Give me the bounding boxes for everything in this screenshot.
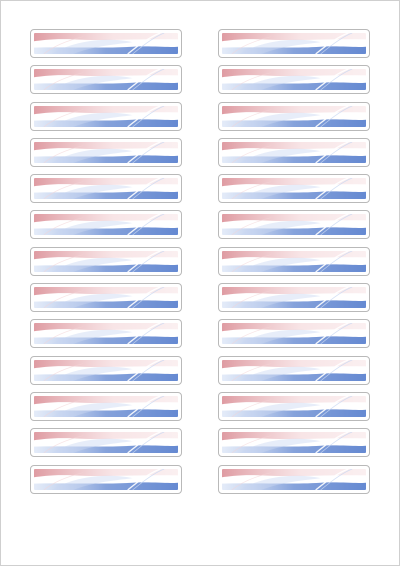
tricolour-swoosh-graphic [34,69,178,91]
tricolour-swoosh-graphic [222,69,366,91]
label-design [222,250,366,272]
label-design [222,69,366,91]
tricolour-swoosh-graphic [222,214,366,236]
label-design [34,359,178,381]
tricolour-swoosh-graphic [34,287,178,309]
label-tile[interactable] [218,174,370,204]
label-tile[interactable] [30,210,182,240]
label-design [34,395,178,417]
tricolour-swoosh-graphic [222,105,366,127]
tricolour-swoosh-graphic [34,323,178,345]
label-design [34,141,178,163]
label-tile[interactable] [30,391,182,421]
tricolour-swoosh-graphic [34,178,178,200]
tricolour-swoosh-graphic [34,33,178,54]
label-tile[interactable] [30,137,182,167]
label-design [222,178,366,200]
label-design [222,105,366,127]
tricolour-swoosh-graphic [222,250,366,272]
tricolour-swoosh-graphic [34,105,178,127]
label-design [222,214,366,236]
label-tile[interactable] [30,65,182,95]
label-tile[interactable] [218,283,370,313]
label-tile[interactable] [218,391,370,421]
label-design [222,359,366,381]
label-design [34,105,178,127]
tricolour-swoosh-graphic [222,141,366,163]
label-design [34,432,178,454]
label-tile[interactable] [218,428,370,458]
label-design [34,214,178,236]
tricolour-swoosh-graphic [34,250,178,272]
label-design [222,287,366,309]
label-tile[interactable] [30,355,182,385]
label-tile[interactable] [218,355,370,385]
label-design [34,178,178,200]
tricolour-swoosh-graphic [222,323,366,345]
tricolour-swoosh-graphic [222,395,366,417]
tricolour-swoosh-graphic [222,432,366,454]
label-design [34,250,178,272]
label-design [222,33,366,54]
tricolour-swoosh-graphic [222,359,366,381]
label-tile[interactable] [30,174,182,204]
tricolour-swoosh-graphic [34,395,178,417]
label-tile[interactable] [30,464,182,494]
label-design [222,468,366,490]
tricolour-swoosh-graphic [222,33,366,54]
label-design [222,432,366,454]
label-tile[interactable] [30,283,182,313]
tricolour-swoosh-graphic [222,468,366,490]
label-tile[interactable] [218,319,370,349]
label-tile[interactable] [30,101,182,131]
tricolour-swoosh-graphic [34,214,178,236]
label-design [222,141,366,163]
label-tile[interactable] [30,29,182,58]
tricolour-swoosh-graphic [222,178,366,200]
label-tile[interactable] [30,428,182,458]
label-tile[interactable] [218,464,370,494]
label-design [222,323,366,345]
label-tile[interactable] [218,101,370,131]
label-tile[interactable] [30,319,182,349]
label-grid [30,29,370,494]
label-tile[interactable] [218,29,370,58]
label-tile[interactable] [218,210,370,240]
tricolour-swoosh-graphic [34,141,178,163]
label-tile[interactable] [218,246,370,276]
label-tile[interactable] [30,246,182,276]
label-design [34,69,178,91]
tricolour-swoosh-graphic [34,432,178,454]
tricolour-swoosh-graphic [222,287,366,309]
label-design [34,323,178,345]
tricolour-swoosh-graphic [34,359,178,381]
label-design [34,287,178,309]
label-tile[interactable] [218,137,370,167]
label-tile[interactable] [218,65,370,95]
tricolour-swoosh-graphic [34,468,178,490]
label-design [34,33,178,54]
label-design [34,468,178,490]
label-design [222,395,366,417]
